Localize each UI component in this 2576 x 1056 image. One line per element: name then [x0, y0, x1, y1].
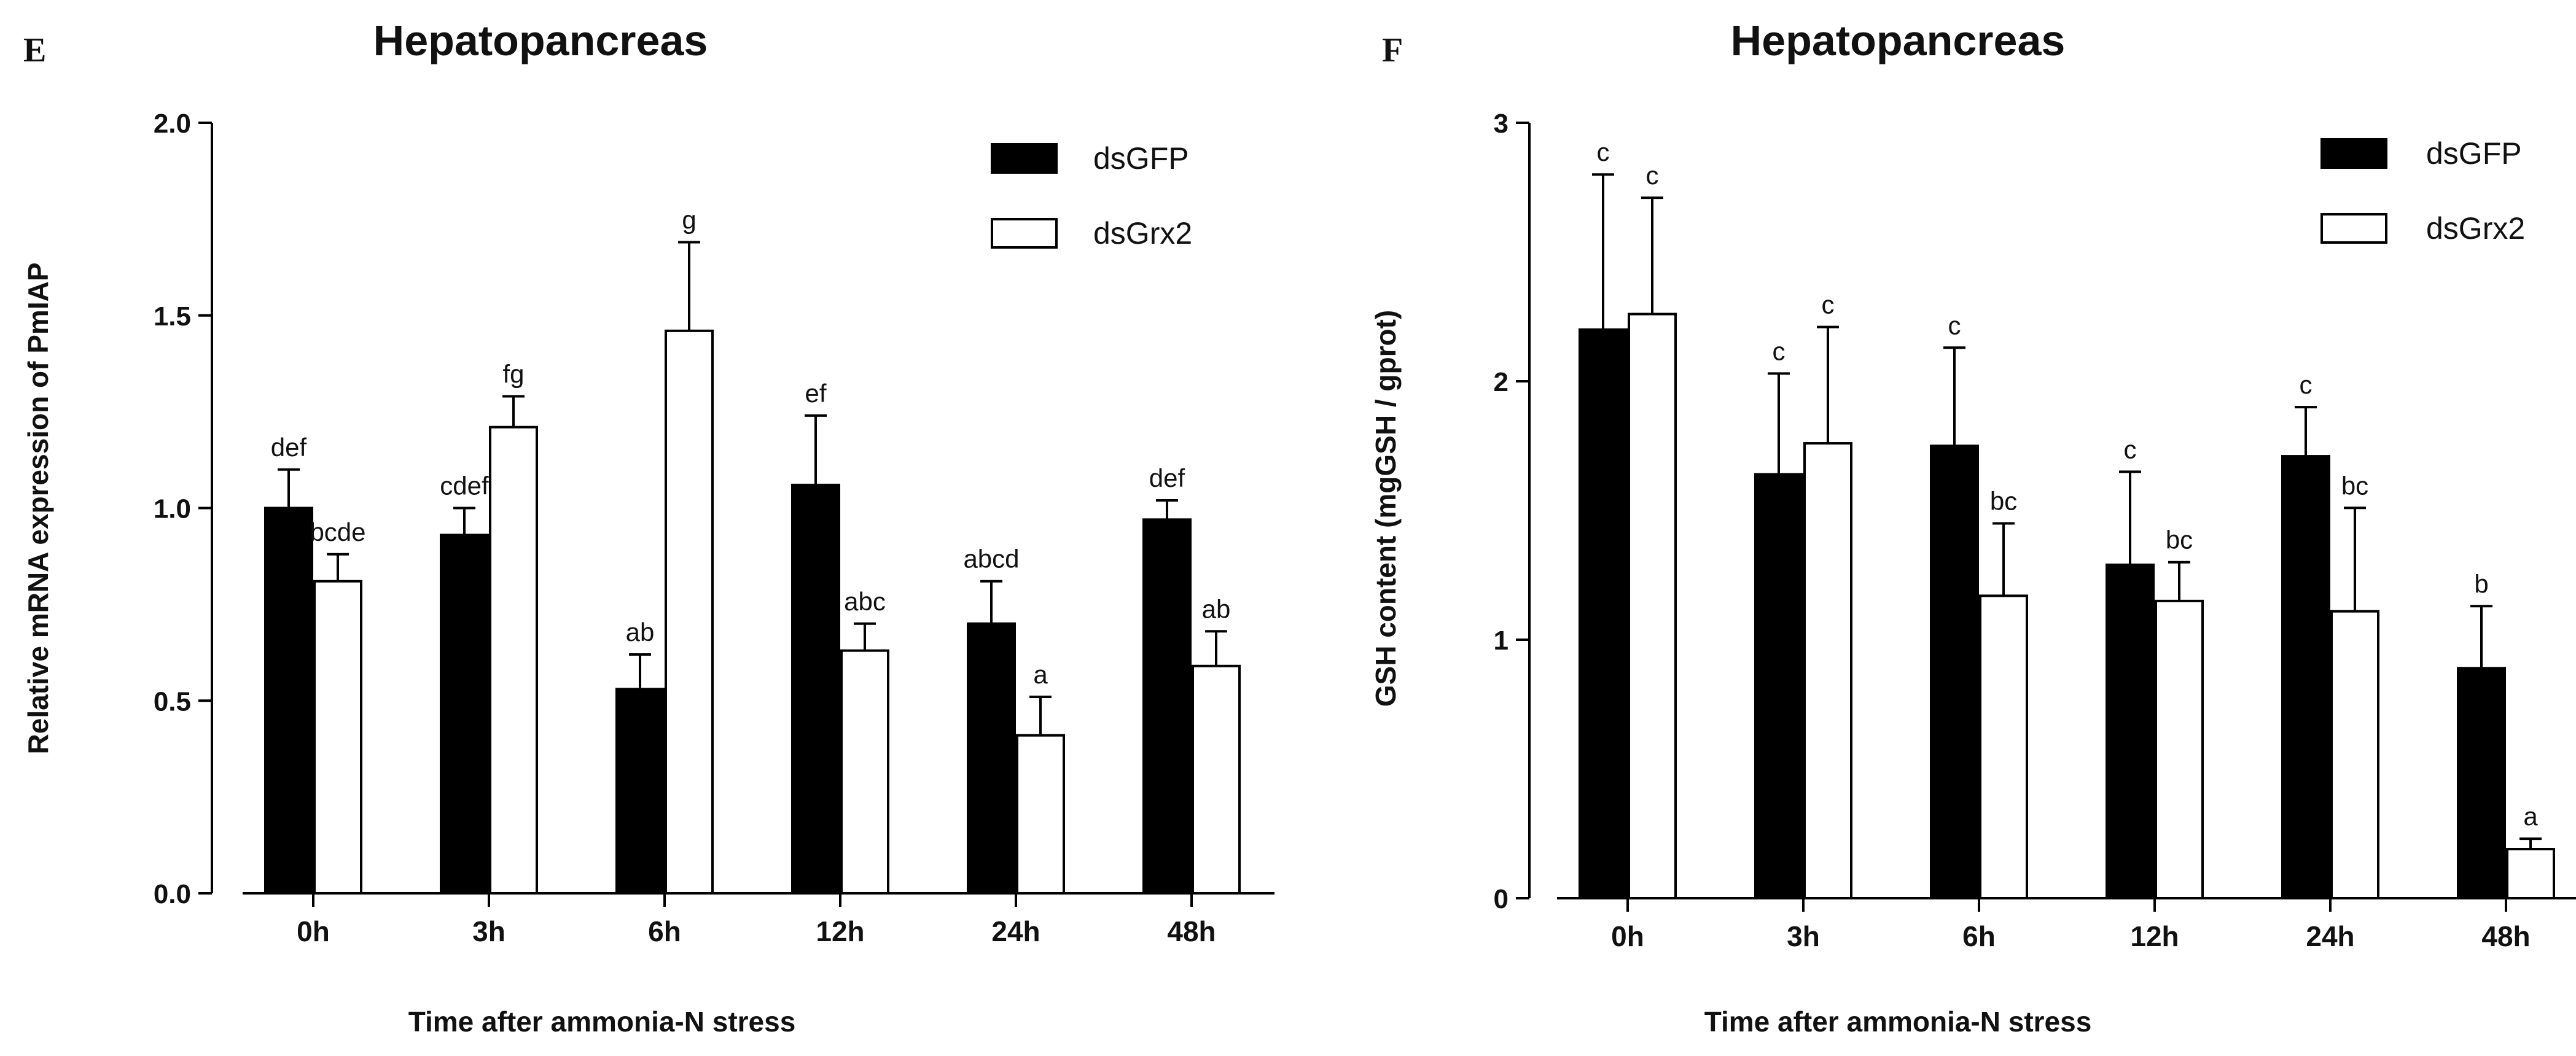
chart-e-panel: E Hepatopancreas Relative mRNA expression …	[22, 17, 1274, 1038]
chart-e-bar-dsgrx2	[665, 329, 714, 895]
chart-e-bar-dsgfp	[791, 483, 840, 895]
chart-f-bar-dsgfp	[1930, 445, 1979, 899]
chart-e-x-tick-label: 0h	[297, 915, 330, 947]
chart-f-significance-label: c	[1597, 138, 1610, 166]
chart-e-bar-dsgrx2	[313, 580, 362, 895]
chart-f-bar-dsgfp	[2106, 563, 2155, 899]
chart-f-bar-dsgrx2	[1979, 594, 2028, 899]
chart-e-bar-dsgrx2	[1192, 664, 1241, 895]
chart-e-y-tick-label: 2.0	[154, 109, 191, 139]
chart-e-bar-dsgfp	[264, 507, 313, 895]
chart-f-x-tick-label: 24h	[2306, 920, 2354, 952]
chart-e-significance-label: bcde	[310, 518, 365, 546]
chart-e-y-tick-label: 0.5	[154, 686, 191, 716]
chart-e-significance-label: ab	[1202, 594, 1231, 623]
chart-f-bar-dsgfp	[1754, 473, 1803, 899]
chart-e-legend-label-dsgrx2: dsGrx2	[1093, 216, 1192, 250]
chart-f-significance-label: bc	[1990, 487, 2017, 516]
chart-f-bar-dsgfp	[2457, 667, 2506, 900]
chart-e-significance-label: a	[1033, 660, 1048, 689]
chart-f-significance-label: c	[2124, 435, 2137, 464]
chart-f-x-tick-label: 48h	[2481, 920, 2530, 952]
chart-f-panel-letter: F	[1382, 31, 1403, 69]
chart-f-legend-label-dsgrx2: dsGrx2	[2426, 211, 2525, 246]
chart-e-y-tick-label: 1.0	[154, 494, 191, 524]
chart-e-y-tick-label: 1.5	[154, 301, 191, 332]
chart-f-bar-dsgrx2	[1628, 313, 1677, 900]
chart-e-legend-label-dsgfp: dsGFP	[1093, 141, 1189, 176]
chart-f-legend-swatch-dsgfp	[2320, 138, 2387, 169]
chart-f-x-tick-label: 6h	[1962, 920, 1996, 952]
chart-f-x-tick-label: 3h	[1787, 920, 1820, 952]
chart-e-bar-dsgfp	[615, 688, 665, 895]
chart-e-panel-letter: E	[23, 31, 46, 69]
chart-f-legend: dsGFP dsGrx2	[2320, 136, 2525, 246]
chart-f-legend-swatch-dsgrx2	[2320, 213, 2387, 244]
chart-f-significance-label: c	[1948, 311, 1961, 340]
chart-f-y-tick-label: 2	[1494, 367, 1509, 397]
chart-e-significance-label: cdef	[440, 472, 489, 500]
chart-f-bar-dsgfp	[1579, 328, 1628, 899]
chart-f-significance-label: c	[1773, 336, 1786, 365]
chart-e-significance-label: ef	[805, 379, 826, 408]
chart-f-significance-label: c	[1646, 161, 1659, 190]
chart-f-y-axis-title: GSH content (mgGSH / gprot)	[1370, 310, 1402, 707]
chart-f-y-tick-label: 1	[1494, 626, 1509, 656]
chart-f-y-tick-label: 0	[1494, 884, 1509, 914]
chart-e-significance-label: ab	[626, 618, 655, 646]
chart-f-legend-label-dsgfp: dsGFP	[2426, 136, 2522, 171]
chart-f-bar-dsgfp	[2281, 455, 2330, 899]
chart-e-x-axis-title: Time after ammonia-N stress	[408, 1006, 796, 1038]
chart-e-significance-label: fg	[502, 360, 524, 389]
chart-f-bar-dsgrx2	[2330, 610, 2379, 899]
chart-e-significance-label: g	[682, 206, 696, 235]
chart-e-x-tick-label: 48h	[1167, 915, 1216, 947]
chart-f-bar-dsgrx2	[2506, 848, 2555, 900]
chart-e-significance-label: def	[271, 433, 307, 462]
chart-f-y-tick-label: 3	[1494, 109, 1509, 139]
chart-e-significance-label: abcd	[963, 545, 1019, 573]
chart-f-significance-label: c	[1822, 290, 1835, 319]
chart-e-x-tick-label: 6h	[648, 915, 681, 947]
chart-e-bar-dsgfp	[967, 622, 1016, 895]
chart-e-bar-dsgfp	[440, 534, 489, 895]
chart-f-bar-dsgrx2	[2155, 599, 2204, 899]
chart-f-significance-label: bc	[2166, 526, 2193, 554]
chart-e-bar-dsgrx2	[489, 425, 538, 895]
chart-f-x-axis-title: Time after ammonia-N stress	[1704, 1006, 2092, 1038]
chart-e-bar-dsgrx2	[840, 649, 889, 895]
chart-f-bar-dsgrx2	[1803, 442, 1852, 899]
chart-f-significance-label: bc	[2341, 471, 2368, 500]
chart-f-significance-label: a	[2523, 802, 2538, 831]
chart-e-legend-swatch-dsgrx2	[991, 218, 1058, 249]
chart-e-bar-dsgrx2	[1016, 734, 1065, 895]
chart-e-y-tick-label: 0.0	[154, 879, 191, 909]
chart-e-significance-label: def	[1149, 464, 1185, 492]
chart-f-significance-label: c	[2300, 370, 2313, 399]
chart-e-x-tick-label: 12h	[816, 915, 864, 947]
chart-e-legend: dsGFP dsGrx2	[991, 141, 1192, 250]
chart-e-x-tick-label: 24h	[991, 915, 1040, 947]
chart-f-x-tick-label: 12h	[2130, 920, 2179, 952]
chart-e-y-axis-title: Relative mRNA expression of PmIAP	[22, 263, 54, 755]
chart-f-x-tick-label: 0h	[1611, 920, 1644, 952]
chart-e-legend-swatch-dsgfp	[991, 143, 1058, 174]
chart-e-bar-dsgfp	[1142, 518, 1192, 895]
chart-e-title: Hepatopancreas	[373, 17, 708, 64]
chart-e-significance-label: abc	[844, 587, 886, 616]
chart-f-title: Hepatopancreas	[1731, 17, 2066, 64]
chart-f-significance-label: b	[2474, 569, 2488, 598]
chart-e-x-tick-label: 3h	[472, 915, 505, 947]
chart-f-panel: F Hepatopancreas GSH content (mgGSH / gpro…	[1370, 17, 2576, 1038]
